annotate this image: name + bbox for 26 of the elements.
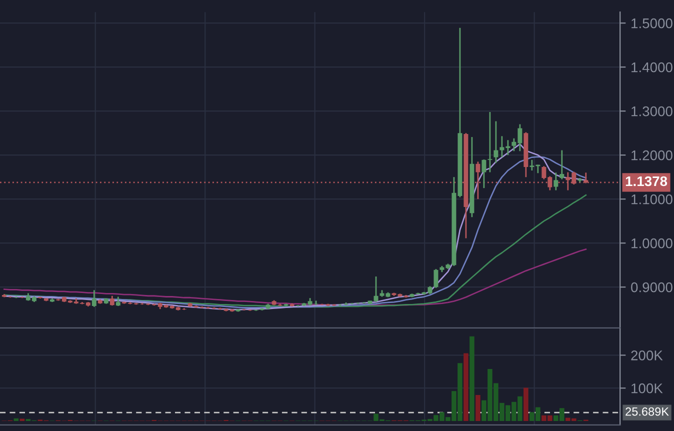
candlestick — [482, 158, 486, 189]
candlestick — [494, 120, 498, 164]
candlestick — [116, 296, 120, 307]
candlestick — [110, 295, 114, 306]
bar — [464, 353, 468, 422]
bar — [476, 395, 480, 422]
bar — [524, 388, 528, 422]
candlestick — [488, 111, 492, 173]
y-tick-label: 1.2000 — [632, 150, 672, 160]
ref-line-label: 25.689K — [626, 407, 669, 416]
candlestick — [560, 150, 564, 180]
bar — [470, 336, 474, 422]
bar — [20, 418, 25, 422]
y-tick-label: 1.1000 — [632, 194, 672, 204]
ref-line-label: 1.1378 — [626, 176, 668, 186]
y-tick-label: 1.3000 — [632, 106, 672, 116]
y-tick-label: 0.9000 — [631, 282, 672, 292]
candlestick — [434, 268, 438, 289]
y-tick-label: 100K — [632, 383, 663, 394]
y-tick-label: 1.0000 — [632, 238, 672, 248]
y-tick-label: 1.4000 — [632, 62, 672, 72]
candlestick — [92, 289, 96, 308]
line-series — [4, 248, 587, 306]
candlestick — [554, 172, 558, 191]
y-tick-label: 200K — [631, 350, 663, 360]
y-tick-label: 1.5000 — [632, 18, 672, 28]
